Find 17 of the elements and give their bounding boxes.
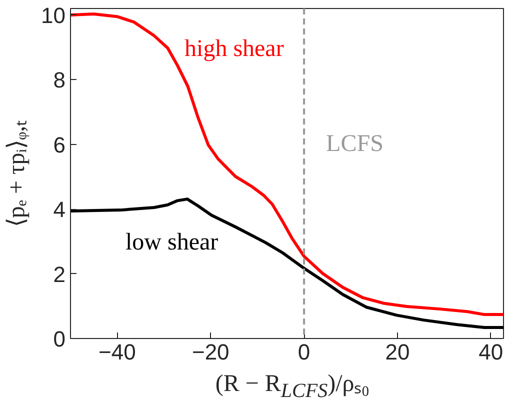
series-label: high shear xyxy=(184,36,284,62)
line-series xyxy=(70,12,504,316)
x-tick-label: −40 xyxy=(98,340,136,364)
y-tick-label: 2 xyxy=(53,262,66,287)
series-label: low shear xyxy=(126,229,218,256)
y-axis-title: ⟨pₑ + τpᵢ⟩ᵩ,ₜ xyxy=(4,120,30,228)
x-tick-label: −20 xyxy=(192,340,230,364)
x-axis-title: (R − R$_{LCFS}$)/ρₛ₀ xyxy=(215,370,370,404)
y-tick-label: 6 xyxy=(53,132,66,158)
x-tick-label: 40 xyxy=(478,340,504,364)
line-series xyxy=(70,198,504,329)
x-tick-label: 20 xyxy=(385,340,410,364)
y-tick-label: 8 xyxy=(53,68,66,93)
y-tick-label: 10 xyxy=(41,2,66,28)
x-tick-label: 0 xyxy=(298,340,310,364)
ref-line-label: LCFS xyxy=(326,130,384,157)
y-tick-label: 4 xyxy=(53,197,66,222)
